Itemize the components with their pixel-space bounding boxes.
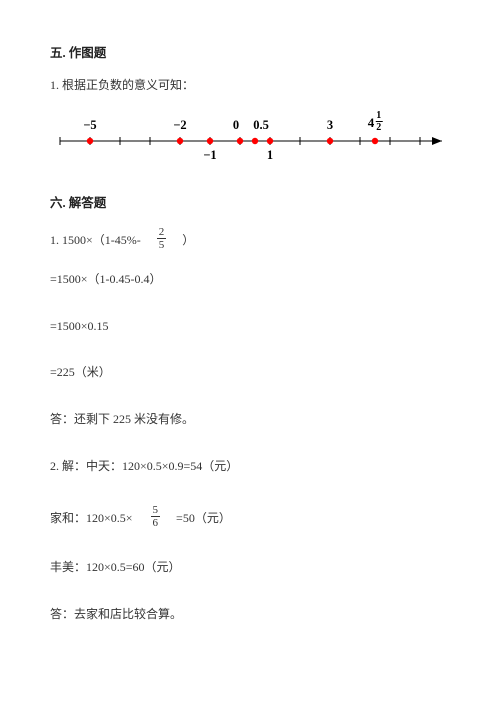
q6-1-answer: 答：还剩下 225 米没有修。 bbox=[50, 411, 460, 428]
numberline-label: −5 bbox=[83, 117, 96, 135]
q6-2-frac: 5 6 bbox=[151, 505, 161, 529]
q6-1-line1: 1. 1500×（1-45%- 2 5 ） bbox=[50, 227, 460, 251]
number-line: −5 −2 −1 0 0.5 1 3 412 bbox=[50, 111, 460, 167]
page: 五. 作图题 1. 根据正负数的意义可知： −5 −2 −1 0 0.5 1 3 412 六.… bbox=[0, 0, 500, 692]
q6-1-line3: =1500×0.15 bbox=[50, 318, 460, 335]
section6-heading: 六. 解答题 bbox=[50, 195, 460, 213]
q6-1-frac: 2 5 bbox=[157, 227, 167, 251]
q6-2-line2: 家和：120×0.5× 5 6 =50（元） bbox=[50, 505, 460, 529]
q6-2-line2-a: 家和：120×0.5× bbox=[50, 511, 133, 525]
numberline-label: 0 bbox=[233, 117, 239, 135]
q6-2-answer: 答：去家和店比较合算。 bbox=[50, 606, 460, 623]
numberline-label: −2 bbox=[173, 117, 186, 135]
q6-2-line2-b: =50（元） bbox=[176, 511, 231, 525]
q5-1-prompt: 1. 根据正负数的意义可知： bbox=[50, 77, 460, 94]
numberline-label: −1 bbox=[203, 147, 216, 165]
numberline-label: 3 bbox=[327, 117, 333, 135]
q6-1-line1-a: 1. 1500×（1-45%- bbox=[50, 233, 141, 247]
section5-heading: 五. 作图题 bbox=[50, 45, 460, 63]
q6-2-line3: 丰美：120×0.5=60（元） bbox=[50, 559, 460, 576]
frac-num: 2 bbox=[157, 227, 167, 239]
q6-1-line4: =225（米） bbox=[50, 364, 460, 381]
numberline-label: 1 bbox=[267, 147, 273, 165]
frac-den: 6 bbox=[151, 517, 161, 529]
q6-1-line2: =1500×（1-0.45-0.4） bbox=[50, 271, 460, 288]
q6-1-line1-b: ） bbox=[182, 233, 194, 247]
q6-2-line1: 2. 解：中天：120×0.5×0.9=54（元） bbox=[50, 458, 460, 475]
numberline-label: 0.5 bbox=[253, 117, 269, 135]
frac-num: 5 bbox=[151, 505, 161, 517]
frac-den: 5 bbox=[157, 239, 167, 251]
numberline-label: 412 bbox=[368, 111, 383, 133]
